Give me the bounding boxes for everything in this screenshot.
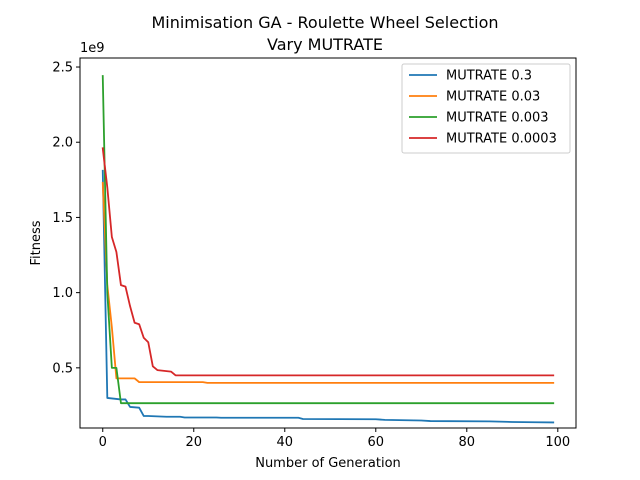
y-tick-label: 0.5 (52, 361, 73, 376)
legend-box (401, 63, 571, 154)
x-tick-label: 60 (368, 435, 385, 450)
plot-area (79, 57, 577, 429)
chart-subtitle: Vary MUTRATE (267, 35, 383, 54)
legend-label-2: MUTRATE 0.03 (446, 90, 540, 105)
x-tick-label: 40 (276, 435, 293, 450)
x-tick-label: 0 (99, 435, 107, 450)
series-line-4 (101, 147, 555, 377)
legend-label-4: MUTRATE 0.0003 (446, 132, 557, 147)
series-line-3 (101, 75, 555, 405)
y-tick-label: 1.0 (52, 286, 73, 301)
y-axis-label: Fitness (29, 220, 44, 265)
y-tick-label: 2.0 (52, 136, 73, 151)
series-line-1 (101, 169, 555, 424)
legend: MUTRATE 0.3 MUTRATE 0.03 MUTRATE 0.003 MUTR… (401, 63, 571, 154)
legend-label-3: MUTRATE 0.003 (446, 111, 549, 126)
y-offset-label: 1e9 (80, 41, 105, 56)
x-axis-label: Number of Generation (255, 456, 401, 471)
legend-label-1: MUTRATE 0.3 (446, 69, 532, 84)
y-tick-label: 1.5 (52, 211, 73, 226)
y-tick-label: 2.5 (52, 61, 73, 76)
x-tick-label: 100 (545, 435, 570, 450)
x-tick-label: 20 (185, 435, 202, 450)
series-line-2 (101, 181, 555, 384)
chart-title: Minimisation GA - Roulette Wheel Selecti… (151, 13, 498, 32)
x-tick-label: 80 (459, 435, 476, 450)
